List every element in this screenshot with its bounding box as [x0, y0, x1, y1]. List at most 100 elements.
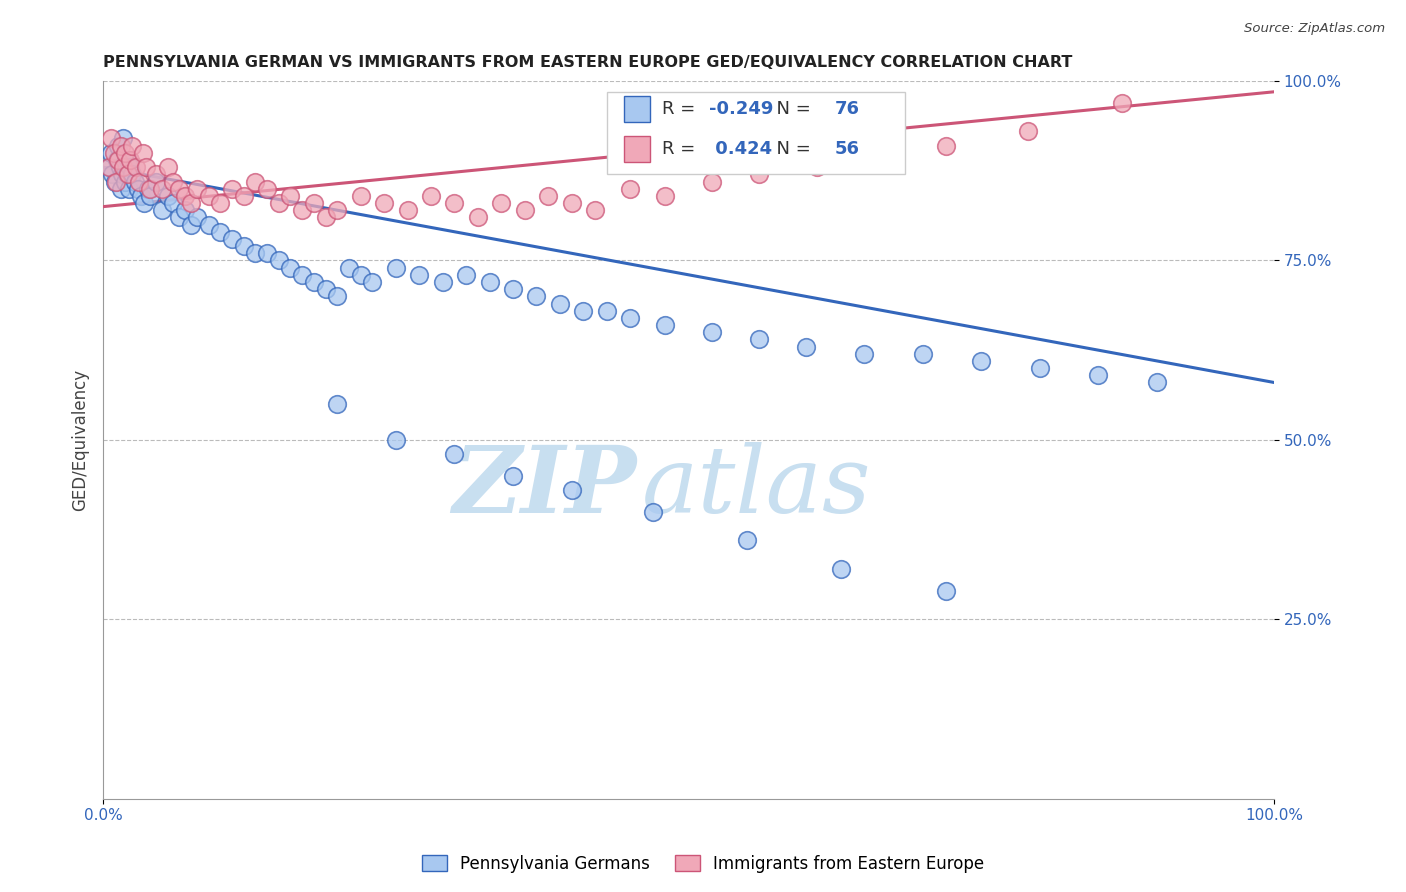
Point: [117, 167, 139, 181]
Point: [443, 196, 465, 211]
Point: [101, 167, 124, 181]
Point: [1146, 376, 1168, 390]
Point: [280, 189, 302, 203]
Point: [654, 189, 676, 203]
Point: [1087, 368, 1109, 383]
Point: [112, 160, 135, 174]
Point: [111, 167, 134, 181]
Text: 56: 56: [835, 140, 860, 158]
Point: [197, 189, 219, 203]
Point: [643, 505, 665, 519]
Point: [302, 196, 325, 211]
Y-axis label: GED/Equivalency: GED/Equivalency: [72, 368, 89, 511]
Point: [118, 182, 141, 196]
Point: [174, 189, 197, 203]
Point: [735, 533, 758, 548]
Point: [136, 182, 159, 196]
Point: [232, 189, 254, 203]
Point: [315, 211, 337, 225]
Point: [315, 282, 337, 296]
Point: [150, 182, 173, 196]
Point: [748, 333, 770, 347]
Point: [105, 153, 128, 167]
Text: R =: R =: [662, 140, 700, 158]
Point: [420, 189, 443, 203]
Point: [121, 167, 143, 181]
Text: 0.424: 0.424: [709, 140, 772, 158]
Point: [150, 203, 173, 218]
Point: [361, 275, 384, 289]
Point: [120, 160, 142, 174]
Legend: Pennsylvania Germans, Immigrants from Eastern Europe: Pennsylvania Germans, Immigrants from Ea…: [415, 848, 991, 880]
Point: [256, 182, 278, 196]
Point: [1111, 95, 1133, 110]
Point: [107, 153, 129, 167]
Text: N =: N =: [765, 140, 817, 158]
Point: [145, 174, 167, 188]
Point: [209, 225, 232, 239]
Point: [467, 211, 489, 225]
Point: [700, 325, 723, 339]
Point: [156, 189, 179, 203]
Text: N =: N =: [765, 100, 817, 118]
Text: R =: R =: [662, 100, 700, 118]
Point: [502, 282, 524, 296]
FancyBboxPatch shape: [624, 136, 650, 161]
Point: [245, 246, 267, 260]
Point: [456, 268, 478, 282]
Point: [853, 347, 876, 361]
Point: [145, 167, 167, 181]
Point: [167, 211, 190, 225]
Point: [350, 189, 373, 203]
Point: [513, 203, 536, 218]
Text: ZIP: ZIP: [451, 442, 636, 532]
Point: [478, 275, 501, 289]
Point: [385, 260, 408, 275]
Point: [794, 340, 817, 354]
Point: [267, 253, 290, 268]
Point: [128, 174, 150, 188]
Point: [125, 160, 148, 174]
Point: [1017, 124, 1039, 138]
Point: [326, 203, 349, 218]
Point: [280, 260, 302, 275]
Point: [105, 174, 128, 188]
Point: [326, 397, 349, 411]
Point: [112, 160, 135, 174]
Point: [162, 174, 184, 188]
Point: [245, 174, 267, 188]
Point: [326, 289, 349, 303]
Text: PENNSYLVANIA GERMAN VS IMMIGRANTS FROM EASTERN EUROPE GED/EQUIVALENCY CORRELATIO: PENNSYLVANIA GERMAN VS IMMIGRANTS FROM E…: [103, 55, 1073, 70]
Point: [98, 160, 121, 174]
Point: [1029, 361, 1052, 376]
Point: [373, 196, 395, 211]
Point: [115, 167, 138, 181]
Point: [970, 354, 993, 368]
Point: [209, 196, 232, 211]
Text: 76: 76: [835, 100, 860, 118]
Point: [167, 182, 190, 196]
Point: [830, 562, 852, 576]
Text: atlas: atlas: [641, 442, 872, 532]
Point: [139, 189, 162, 203]
Point: [256, 246, 278, 260]
Point: [162, 196, 184, 211]
Point: [865, 153, 887, 167]
Point: [560, 483, 582, 497]
Point: [132, 196, 155, 211]
Point: [104, 174, 127, 188]
Point: [98, 160, 121, 174]
Point: [114, 145, 136, 160]
Point: [110, 138, 132, 153]
Point: [156, 160, 179, 174]
Point: [117, 153, 139, 167]
Point: [524, 289, 547, 303]
Point: [935, 138, 957, 153]
Point: [537, 189, 560, 203]
Point: [129, 189, 152, 203]
Point: [619, 182, 641, 196]
Point: [139, 182, 162, 196]
Point: [291, 268, 314, 282]
Point: [748, 167, 770, 181]
Point: [221, 182, 243, 196]
